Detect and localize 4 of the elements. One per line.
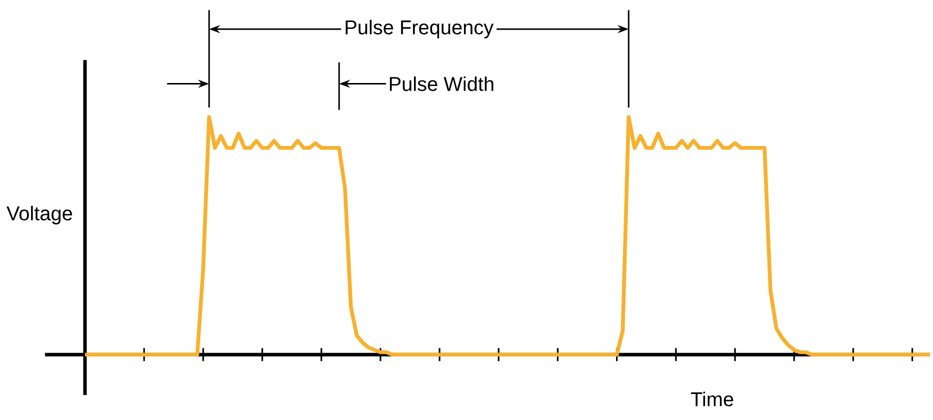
x-axis-title: Time (690, 392, 734, 406)
y-axis-title: Voltage (6, 206, 72, 224)
text: Pulse Frequency (346, 20, 494, 38)
text: Pulse Width (390, 76, 494, 92)
